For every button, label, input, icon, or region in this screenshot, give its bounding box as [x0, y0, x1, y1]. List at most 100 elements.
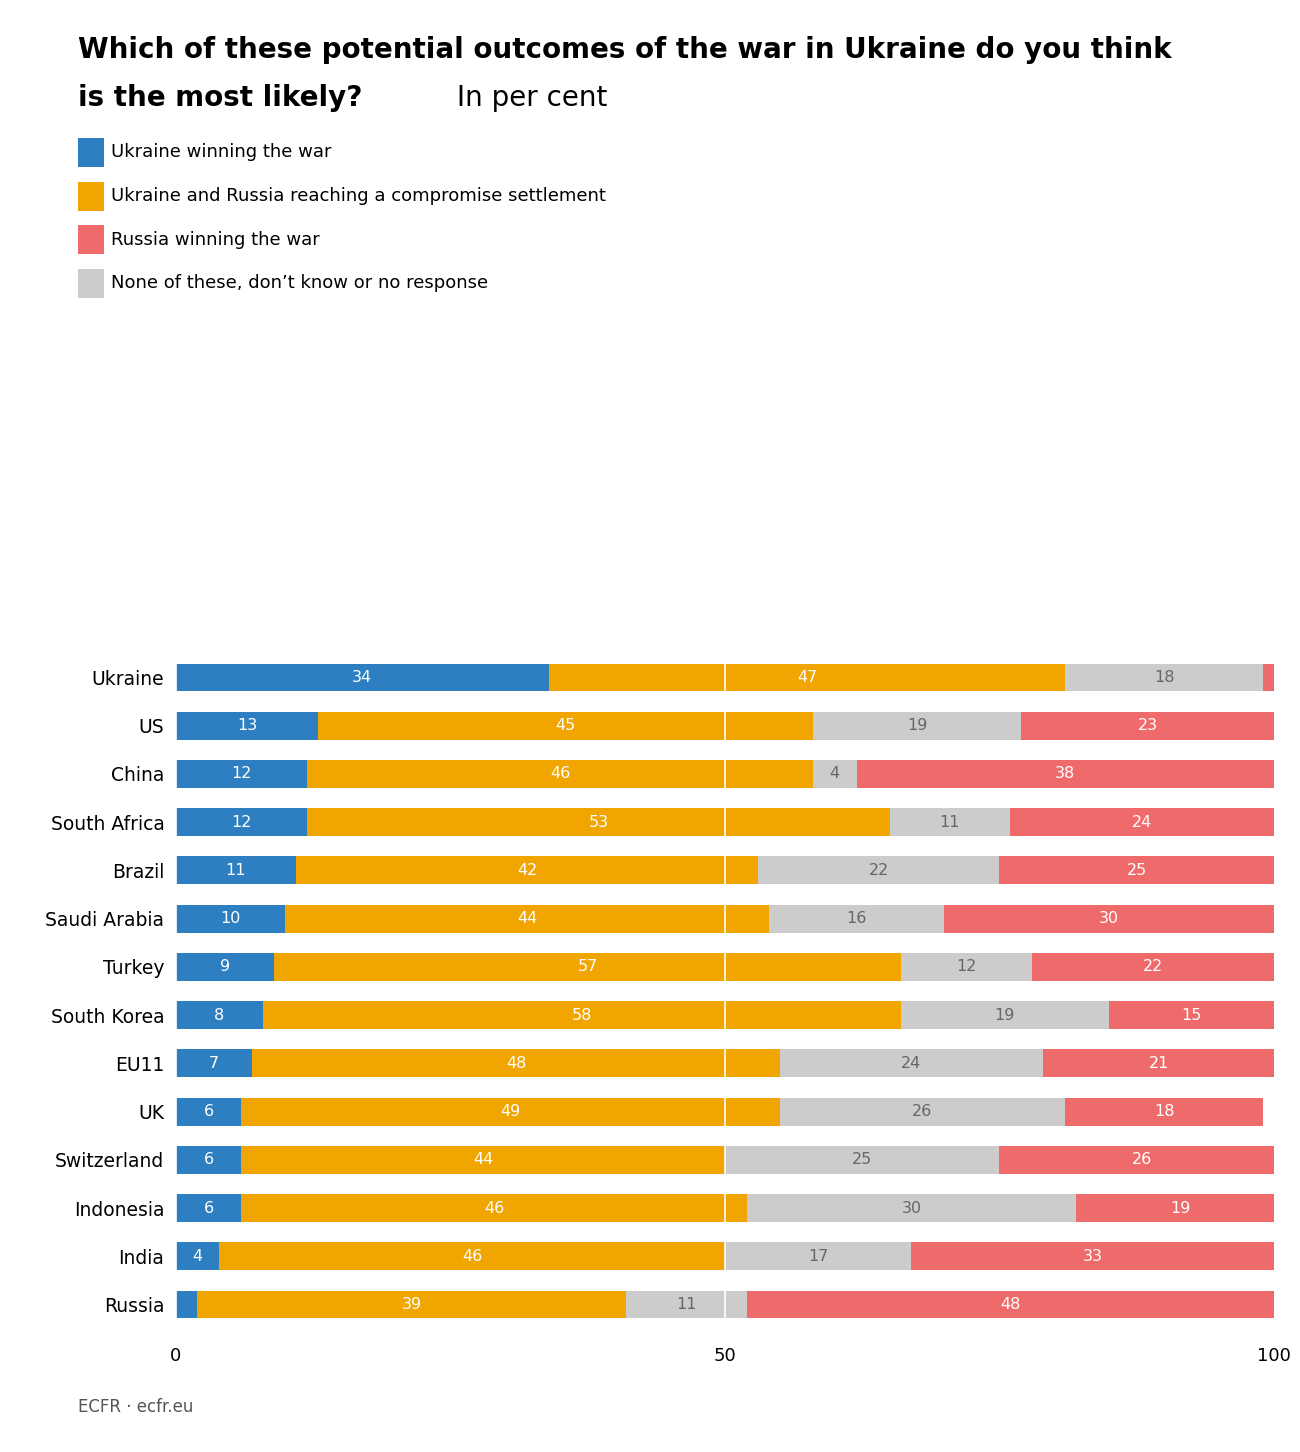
Bar: [1076, 1194, 1284, 1223]
Bar: [307, 759, 812, 788]
Text: 19: 19: [994, 1008, 1015, 1022]
Bar: [1065, 664, 1264, 691]
Text: 38: 38: [1056, 767, 1075, 781]
Text: 44: 44: [473, 1153, 493, 1167]
Bar: [176, 1050, 252, 1077]
Text: 4: 4: [192, 1249, 203, 1263]
Bar: [857, 759, 1274, 788]
Text: 12: 12: [957, 960, 976, 974]
Bar: [1109, 1000, 1274, 1029]
Bar: [746, 1194, 1076, 1223]
Text: 44: 44: [517, 912, 537, 926]
Bar: [307, 809, 889, 836]
Text: 24: 24: [1132, 815, 1152, 829]
Text: 57: 57: [577, 960, 598, 974]
Bar: [242, 1194, 746, 1223]
Text: 23: 23: [1138, 719, 1158, 733]
Text: 17: 17: [807, 1249, 828, 1263]
Bar: [176, 1098, 242, 1125]
Bar: [1264, 664, 1274, 691]
Text: Ukraine winning the war: Ukraine winning the war: [111, 144, 332, 161]
Text: 46: 46: [550, 767, 571, 781]
Text: Which of these potential outcomes of the war in Ukraine do you think: Which of these potential outcomes of the…: [78, 36, 1171, 64]
Bar: [911, 1243, 1274, 1270]
Text: 19: 19: [907, 719, 927, 733]
Bar: [812, 759, 857, 788]
Bar: [768, 905, 944, 932]
Bar: [176, 1194, 242, 1223]
Bar: [1044, 1050, 1274, 1077]
Bar: [296, 857, 758, 884]
Bar: [176, 711, 318, 739]
Text: 12: 12: [231, 815, 252, 829]
Bar: [264, 1000, 901, 1029]
Text: 11: 11: [226, 862, 246, 878]
Text: 13: 13: [237, 719, 257, 733]
Bar: [242, 1098, 780, 1125]
Bar: [176, 953, 274, 982]
Text: In per cent: In per cent: [448, 84, 608, 112]
Text: 26: 26: [913, 1104, 932, 1119]
Text: 6: 6: [203, 1201, 213, 1215]
Bar: [780, 1050, 1044, 1077]
Text: 22: 22: [868, 862, 889, 878]
Bar: [220, 1243, 725, 1270]
Bar: [1010, 809, 1274, 836]
Bar: [1032, 953, 1274, 982]
Bar: [725, 1146, 1000, 1173]
Text: 39: 39: [402, 1297, 421, 1313]
Text: 15: 15: [1182, 1008, 1201, 1022]
Bar: [274, 953, 901, 982]
Text: 25: 25: [1127, 862, 1147, 878]
Text: 10: 10: [220, 912, 240, 926]
Text: 45: 45: [555, 719, 576, 733]
Bar: [252, 1050, 780, 1077]
Text: 16: 16: [846, 912, 867, 926]
Text: 34: 34: [352, 669, 372, 685]
Bar: [286, 905, 768, 932]
Text: 11: 11: [940, 815, 961, 829]
Text: 30: 30: [901, 1201, 922, 1215]
Text: 47: 47: [797, 669, 818, 685]
Text: 48: 48: [506, 1056, 526, 1070]
Text: 12: 12: [231, 767, 252, 781]
Text: 6: 6: [203, 1104, 213, 1119]
Bar: [944, 905, 1274, 932]
Bar: [242, 1146, 725, 1173]
Text: 24: 24: [901, 1056, 922, 1070]
Text: 9: 9: [220, 960, 230, 974]
Text: 53: 53: [589, 815, 608, 829]
Text: 33: 33: [1083, 1249, 1102, 1263]
Text: 48: 48: [1000, 1297, 1021, 1313]
Text: 18: 18: [1154, 669, 1174, 685]
Bar: [549, 664, 1065, 691]
Bar: [176, 809, 307, 836]
Bar: [901, 1000, 1109, 1029]
Bar: [176, 1146, 242, 1173]
Text: 21: 21: [1148, 1056, 1169, 1070]
Text: 25: 25: [852, 1153, 872, 1167]
Text: 49: 49: [500, 1104, 521, 1119]
Text: Ukraine and Russia reaching a compromise settlement: Ukraine and Russia reaching a compromise…: [111, 187, 606, 205]
Text: 22: 22: [1143, 960, 1164, 974]
Bar: [318, 711, 812, 739]
Bar: [1000, 857, 1274, 884]
Text: 26: 26: [1132, 1153, 1152, 1167]
Bar: [812, 711, 1022, 739]
Text: 11: 11: [676, 1297, 697, 1313]
Text: 19: 19: [1170, 1201, 1191, 1215]
Text: Russia winning the war: Russia winning the war: [111, 231, 320, 248]
Text: 30: 30: [1100, 912, 1119, 926]
Bar: [176, 905, 286, 932]
Bar: [176, 1243, 220, 1270]
Bar: [176, 664, 549, 691]
Bar: [198, 1291, 625, 1318]
Bar: [889, 809, 1010, 836]
Text: 42: 42: [517, 862, 537, 878]
Bar: [625, 1291, 746, 1318]
Bar: [176, 759, 307, 788]
Bar: [901, 953, 1032, 982]
Text: 8: 8: [214, 1008, 225, 1022]
Text: 46: 46: [462, 1249, 482, 1263]
Text: 58: 58: [572, 1008, 592, 1022]
